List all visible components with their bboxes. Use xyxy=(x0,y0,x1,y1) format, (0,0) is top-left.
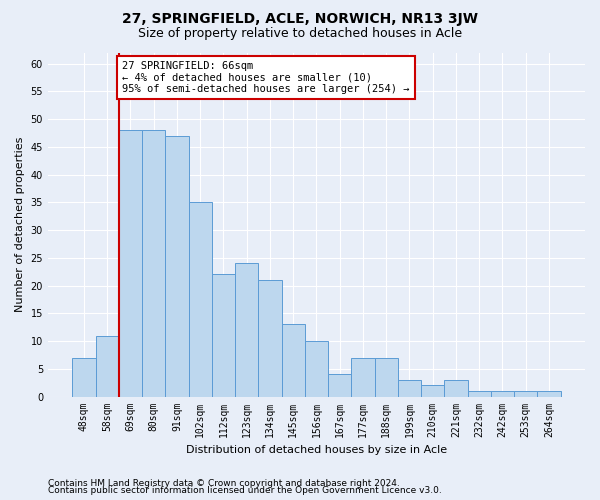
Text: Contains HM Land Registry data © Crown copyright and database right 2024.: Contains HM Land Registry data © Crown c… xyxy=(48,478,400,488)
Text: 27, SPRINGFIELD, ACLE, NORWICH, NR13 3JW: 27, SPRINGFIELD, ACLE, NORWICH, NR13 3JW xyxy=(122,12,478,26)
Bar xyxy=(73,358,95,397)
Bar xyxy=(514,391,538,396)
Bar xyxy=(467,391,491,396)
X-axis label: Distribution of detached houses by size in Acle: Distribution of detached houses by size … xyxy=(186,445,447,455)
Bar xyxy=(166,136,188,396)
Bar xyxy=(374,358,398,397)
Y-axis label: Number of detached properties: Number of detached properties xyxy=(15,137,25,312)
Bar xyxy=(281,324,305,396)
Bar xyxy=(259,280,281,396)
Text: Contains public sector information licensed under the Open Government Licence v3: Contains public sector information licen… xyxy=(48,486,442,495)
Bar xyxy=(188,202,212,396)
Bar xyxy=(119,130,142,396)
Text: Size of property relative to detached houses in Acle: Size of property relative to detached ho… xyxy=(138,28,462,40)
Bar xyxy=(328,374,352,396)
Bar xyxy=(398,380,421,396)
Bar xyxy=(235,264,259,396)
Bar xyxy=(95,336,119,396)
Bar xyxy=(305,341,328,396)
Bar xyxy=(538,391,560,396)
Bar xyxy=(445,380,467,396)
Text: 27 SPRINGFIELD: 66sqm
← 4% of detached houses are smaller (10)
95% of semi-detac: 27 SPRINGFIELD: 66sqm ← 4% of detached h… xyxy=(122,61,410,94)
Bar xyxy=(352,358,374,397)
Bar xyxy=(491,391,514,396)
Bar xyxy=(142,130,166,396)
Bar xyxy=(212,274,235,396)
Bar xyxy=(421,386,445,396)
